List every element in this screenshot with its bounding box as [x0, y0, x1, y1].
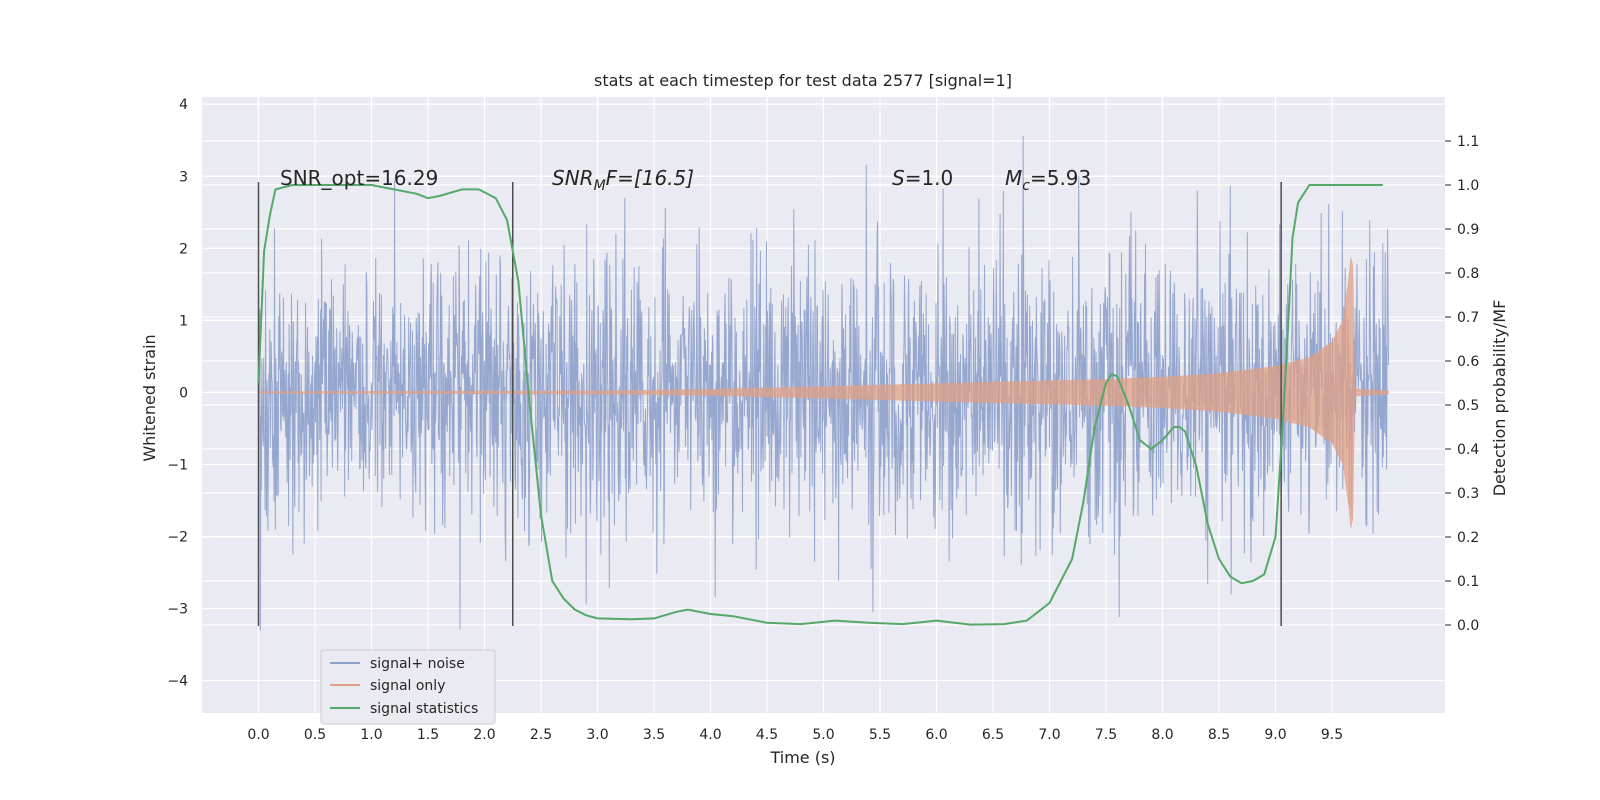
- y-right-tick-labels: 1.1 1.0 0.9 0.8 0.7 0.6 0.5 0.4 0.3 0.2 0.1 0.0: [1445, 134, 1479, 634]
- y-tick-label: 2: [179, 241, 188, 257]
- y-right-tick-label: 0.7: [1457, 310, 1479, 326]
- stats-line: [257, 184, 1383, 626]
- x-tick-label: 7.0: [1038, 727, 1060, 743]
- legend-label-signal: signal only: [370, 678, 445, 694]
- x-tick-label: 2.5: [530, 727, 552, 743]
- x-tick-label: 9.0: [1264, 727, 1286, 743]
- y-tick-label: −3: [167, 602, 188, 618]
- y-tick-label: −4: [167, 674, 188, 690]
- x-tick-label: 9.5: [1321, 727, 1343, 743]
- x-tick-label: 8.0: [1151, 727, 1173, 743]
- y-tick-label: 0: [179, 385, 188, 401]
- x-tick-label: 0.5: [304, 727, 326, 743]
- x-tick-label: 3.5: [643, 727, 665, 743]
- signal-envelope: [258, 257, 1389, 528]
- y-tick-label: −2: [167, 529, 188, 545]
- x-tick-label: 1.0: [360, 727, 382, 743]
- stats-series: [257, 184, 1383, 626]
- y-tick-label: 1: [179, 313, 188, 329]
- y-right-tick-label: 0.8: [1457, 266, 1479, 282]
- legend-label-noise: signal+ noise: [370, 656, 465, 672]
- annotation-snr-mf-rest: F=[16.5]: [606, 166, 694, 190]
- x-tick-label: 5.0: [812, 727, 834, 743]
- y-axis-title: Whitened strain: [140, 334, 159, 461]
- annotation-s-rest: =1.0: [905, 166, 954, 190]
- y-right-tick-label: 0.2: [1457, 530, 1479, 546]
- y-tick-label: −1: [167, 457, 188, 473]
- y-tick-label: 4: [179, 97, 188, 113]
- y-right-axis-title: Detection probability/MF: [1490, 300, 1509, 497]
- x-axis-title: Time (s): [769, 748, 835, 767]
- legend: signal+ noise signal only signal statist…: [320, 649, 496, 725]
- x-tick-label: 1.5: [417, 727, 439, 743]
- x-tick-label: 7.5: [1095, 727, 1117, 743]
- annotation-snr-mf-main: SNR: [552, 166, 594, 190]
- y-right-tick-label: 0.9: [1457, 222, 1479, 238]
- y-right-tick-label: 1.1: [1457, 134, 1479, 150]
- annotation-snr-opt: SNR_opt=16.29: [280, 166, 438, 190]
- annotation-mc-sub: c: [1022, 178, 1030, 194]
- signal-series: [258, 257, 1389, 528]
- x-tick-label: 2.0: [473, 727, 495, 743]
- y-right-tick-label: 0.1: [1457, 574, 1479, 590]
- legend-box: [320, 649, 496, 725]
- annotation-mc: Mc=5.93: [1005, 166, 1091, 194]
- y-right-tick-label: 0.6: [1457, 354, 1479, 370]
- y-right-tick-label: 0.5: [1457, 398, 1479, 414]
- x-tick-label: 5.5: [869, 727, 891, 743]
- x-tick-label: 4.0: [699, 727, 721, 743]
- x-tick-label: 0.0: [247, 727, 269, 743]
- x-tick-label: 6.5: [982, 727, 1004, 743]
- y-tick-label: 3: [179, 169, 188, 185]
- y-right-tick-label: 1.0: [1457, 178, 1479, 194]
- y-right-tick-label: 0.3: [1457, 486, 1479, 502]
- annotation-s-main: S: [892, 166, 905, 190]
- annotation-snr-mf: SNRMF=[16.5]: [552, 166, 694, 194]
- annotation-mc-main: M: [1005, 166, 1022, 190]
- chart-title: stats at each timestep for test data 257…: [594, 71, 1012, 90]
- annotation-s: S=1.0: [892, 166, 953, 190]
- legend-label-stats: signal statistics: [370, 701, 478, 717]
- y-right-tick-label: 0.4: [1457, 442, 1479, 458]
- annotation-mc-rest: =5.93: [1030, 166, 1091, 190]
- annotation-snr-mf-sub: M: [594, 178, 606, 194]
- x-tick-label: 3.0: [586, 727, 608, 743]
- x-tick-label: 4.5: [756, 727, 778, 743]
- y-tick-labels: 4 3 2 1 0 −1 −2 −3 −4: [167, 97, 188, 689]
- x-tick-label: 8.5: [1208, 727, 1230, 743]
- y-right-tick-label: 0.0: [1457, 618, 1479, 634]
- x-tick-label: 6.0: [925, 727, 947, 743]
- x-tick-labels: 0.0 0.5 1.0 1.5 2.0 2.5 3.0 3.5 4.0 4.5 5.0 5.5 6.0 6…: [247, 727, 1343, 743]
